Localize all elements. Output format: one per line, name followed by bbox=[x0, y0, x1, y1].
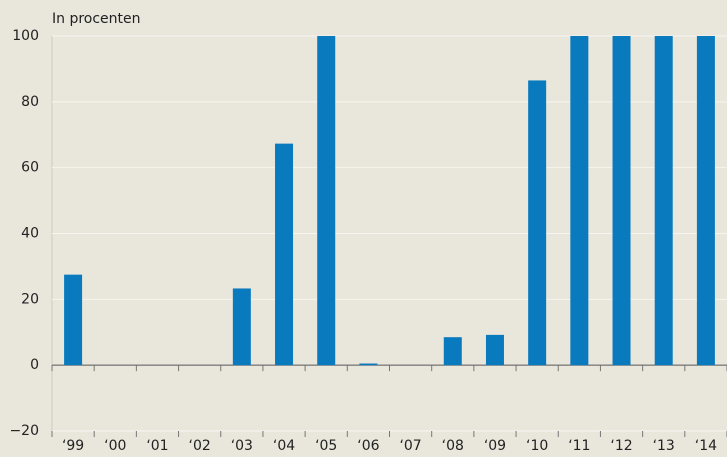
x-tick-label: ‘04 bbox=[273, 438, 295, 454]
y-tick-label: 40 bbox=[21, 226, 39, 242]
y-tick-label: 60 bbox=[21, 160, 39, 176]
x-tick-label: ‘07 bbox=[399, 438, 421, 454]
bar bbox=[275, 143, 294, 366]
bar bbox=[317, 36, 336, 366]
x-tick-label: ‘14 bbox=[695, 438, 717, 454]
bar bbox=[528, 80, 547, 366]
bar bbox=[359, 363, 378, 366]
x-tick-label: ‘01 bbox=[146, 438, 168, 454]
bar bbox=[612, 36, 631, 366]
x-tick-label: ‘05 bbox=[315, 438, 337, 454]
y-tick-label: −20 bbox=[9, 423, 39, 439]
x-tick-label: ‘12 bbox=[610, 438, 632, 454]
x-tick-label: ‘08 bbox=[442, 438, 464, 454]
bar bbox=[485, 334, 504, 366]
chart-title: In procenten bbox=[52, 11, 141, 27]
x-tick-label: ‘11 bbox=[568, 438, 590, 454]
y-tick-label: 0 bbox=[30, 357, 39, 373]
x-tick-label: ‘99 bbox=[62, 438, 84, 454]
y-tick-label: 100 bbox=[12, 28, 39, 44]
y-tick-label: 20 bbox=[21, 291, 39, 307]
bar bbox=[654, 36, 673, 366]
y-tick-label: 80 bbox=[21, 94, 39, 110]
bar bbox=[443, 337, 462, 366]
x-tick-label: ‘00 bbox=[104, 438, 126, 454]
x-tick-label: ‘02 bbox=[189, 438, 211, 454]
x-tick-label: ‘10 bbox=[526, 438, 548, 454]
bar bbox=[64, 274, 83, 366]
bar bbox=[696, 36, 715, 366]
x-tick-label: ‘03 bbox=[231, 438, 253, 454]
x-tick-label: ‘13 bbox=[653, 438, 675, 454]
bar bbox=[570, 36, 589, 366]
x-tick-label: ‘06 bbox=[357, 438, 379, 454]
x-tick-label: ‘09 bbox=[484, 438, 506, 454]
bar bbox=[232, 288, 251, 366]
